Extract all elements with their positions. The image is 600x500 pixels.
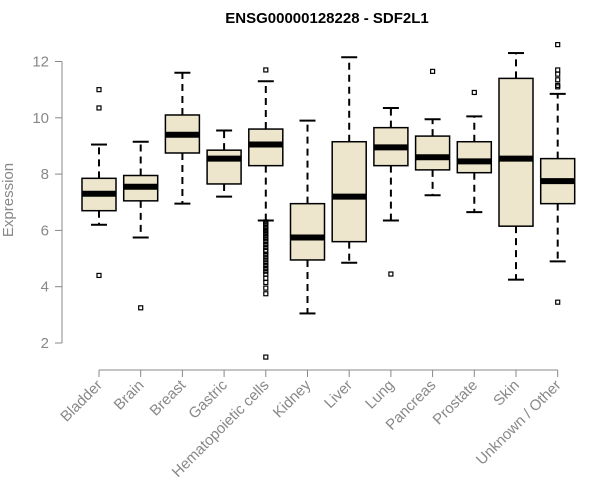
outlier-point bbox=[263, 239, 269, 245]
box-brain bbox=[122, 140, 159, 311]
chart-title: ENSG00000128228 - SDF2L1 bbox=[225, 10, 428, 27]
outlier-point bbox=[263, 241, 269, 248]
outlier-point bbox=[263, 260, 269, 266]
outlier-point bbox=[555, 299, 561, 305]
y-axis: 2 4 6 8 10 12 bbox=[32, 54, 63, 352]
outlier-point bbox=[555, 71, 561, 77]
box-kidney bbox=[289, 119, 326, 315]
outlier-point bbox=[263, 254, 269, 260]
outlier-point bbox=[263, 285, 269, 291]
x-tick-label: Lung bbox=[362, 377, 398, 413]
outlier-point bbox=[555, 42, 561, 48]
y-tick-label: 10 bbox=[32, 110, 49, 127]
outlier-point bbox=[263, 236, 269, 242]
outlier-point bbox=[138, 305, 144, 311]
x-tick-label: Prostate bbox=[430, 377, 482, 429]
iqr-box bbox=[331, 140, 367, 243]
outlier-point bbox=[263, 268, 269, 274]
outlier-point bbox=[263, 354, 269, 360]
outlier-point bbox=[263, 279, 269, 286]
outlier-point bbox=[263, 262, 269, 269]
box-prostate bbox=[456, 89, 493, 214]
x-tick-label: Breast bbox=[147, 376, 190, 419]
box-unknown-other bbox=[539, 42, 576, 305]
outlier-point bbox=[263, 67, 269, 73]
box-gastric bbox=[206, 129, 242, 198]
plot-area bbox=[81, 42, 576, 360]
iqr-box bbox=[498, 77, 534, 227]
outlier-point bbox=[263, 265, 269, 272]
x-tick-label: Kidney bbox=[270, 376, 315, 421]
box-lung bbox=[373, 106, 409, 277]
outlier-point bbox=[263, 275, 269, 281]
x-tick-label: Liver bbox=[321, 377, 356, 412]
x-tick-label: Bladder bbox=[57, 377, 106, 426]
x-tick-label: Brain bbox=[111, 377, 148, 414]
iqr-box bbox=[206, 149, 242, 185]
outlier-point bbox=[555, 67, 561, 73]
box-liver bbox=[331, 56, 367, 264]
box-hematopoietic-cells bbox=[248, 67, 284, 360]
box-pancreas bbox=[414, 68, 451, 197]
outlier-point bbox=[263, 251, 269, 257]
outlier-point bbox=[263, 291, 269, 297]
y-tick-label: 4 bbox=[41, 279, 49, 296]
y-tick-label: 8 bbox=[41, 166, 49, 183]
outlier-point bbox=[263, 257, 269, 263]
iqr-box bbox=[456, 140, 493, 174]
y-tick-label: 2 bbox=[41, 335, 49, 352]
x-tick-label: Skin bbox=[490, 377, 523, 410]
outlier-point bbox=[555, 82, 561, 89]
outlier-point bbox=[96, 105, 102, 111]
outlier-point bbox=[471, 89, 477, 96]
iqr-box bbox=[289, 202, 326, 261]
box-breast bbox=[164, 71, 201, 205]
outlier-point bbox=[96, 272, 102, 279]
y-tick-label: 6 bbox=[41, 222, 49, 239]
outlier-point bbox=[96, 87, 102, 93]
box-skin bbox=[498, 52, 534, 281]
outlier-point bbox=[430, 68, 436, 74]
outlier-point bbox=[263, 248, 269, 255]
y-axis-label: Expression bbox=[0, 163, 17, 237]
outlier-point bbox=[555, 77, 561, 83]
iqr-box bbox=[414, 135, 451, 171]
box-bladder bbox=[81, 87, 117, 279]
y-tick-label: 12 bbox=[32, 54, 49, 71]
outlier-point bbox=[388, 271, 394, 277]
